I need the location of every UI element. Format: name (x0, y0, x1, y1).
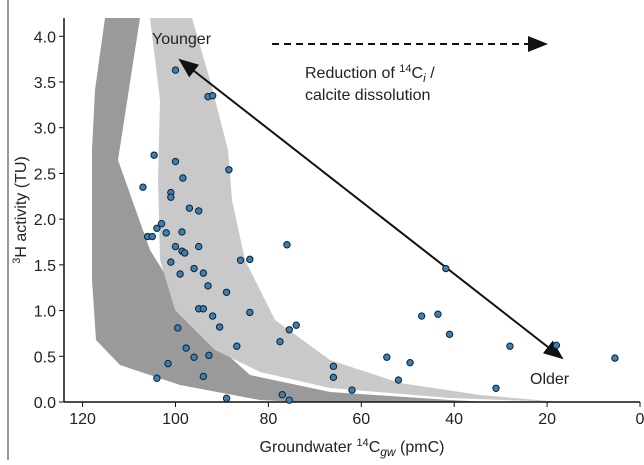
reduction-label-2: calcite dissolution (305, 87, 430, 104)
data-point (611, 354, 619, 362)
x-tick-label: 100 (162, 411, 189, 428)
x-tick-label: 40 (445, 411, 463, 428)
data-point (208, 312, 217, 320)
data-point (139, 183, 147, 191)
x-tick-label: 0 (636, 411, 644, 428)
data-point (153, 224, 161, 232)
data-point (246, 308, 254, 317)
text-part: H activity (TU) (13, 156, 30, 257)
y-tick-label: 1.5 (34, 258, 56, 275)
y-tick-label: 4.0 (34, 29, 56, 46)
data-point (199, 305, 208, 313)
data-point (285, 326, 293, 334)
data-point (182, 344, 190, 352)
data-point (171, 157, 180, 166)
data-point (204, 282, 212, 290)
y-tick-label: 1.0 (34, 304, 56, 321)
older-label: Older (530, 371, 570, 388)
data-point (199, 269, 208, 277)
data-point (181, 249, 189, 257)
data-point (167, 258, 175, 266)
text-part: C (369, 439, 381, 456)
data-point (171, 66, 180, 74)
data-point (329, 373, 338, 382)
data-point (199, 372, 208, 381)
x-tick-label: 20 (538, 411, 556, 428)
text-part: Groundwater (260, 439, 357, 456)
data-point (176, 270, 184, 278)
data-point (167, 193, 175, 201)
data-point (153, 374, 161, 382)
y-tick-label: 3.5 (34, 75, 56, 92)
data-point (205, 351, 213, 360)
data-point (442, 264, 450, 273)
x-axis-label: Groundwater 14Cgw (pmC) (260, 437, 445, 459)
data-point (434, 310, 442, 318)
data-point (150, 151, 158, 159)
reduction-label: Reduction of 14Ci / (305, 63, 435, 85)
data-point (222, 288, 231, 296)
data-point (195, 207, 203, 215)
y-axis-label: 3H activity (TU) (11, 156, 30, 263)
age-arrow (178, 58, 564, 360)
data-point (233, 342, 241, 350)
data-point (171, 242, 180, 251)
data-point (208, 92, 217, 100)
data-point (348, 386, 356, 394)
data-point (185, 204, 194, 212)
data-point (225, 166, 233, 174)
data-point (278, 390, 287, 399)
data-point (506, 342, 514, 350)
x-tick-label: 80 (259, 411, 277, 428)
data-point (552, 341, 561, 350)
data-point (179, 174, 187, 182)
text-part: 3 (11, 258, 23, 264)
text-part: 14 (356, 437, 368, 449)
text-part: / (426, 65, 435, 82)
data-point (406, 358, 414, 367)
data-point (157, 220, 166, 228)
data-point (174, 324, 182, 332)
data-point (292, 321, 300, 329)
y-tick-label: 0.0 (34, 395, 56, 412)
x-tick-label: 60 (352, 411, 370, 428)
text-part: (pmC) (396, 439, 445, 456)
younger-label: Younger (152, 31, 212, 48)
data-point (164, 359, 172, 368)
y-tick-label: 3.0 (34, 121, 56, 138)
data-point (283, 241, 291, 249)
data-point (445, 330, 454, 339)
data-point (329, 362, 338, 371)
data-point (492, 384, 500, 392)
data-point (195, 242, 203, 251)
text-part: i (423, 71, 426, 85)
y-tick-label: 2.0 (34, 212, 56, 229)
x-tick-label: 120 (69, 411, 96, 428)
data-point (246, 255, 254, 264)
data-point (417, 312, 426, 320)
data-point (190, 353, 198, 361)
text-part: C (412, 65, 424, 82)
data-point (190, 264, 198, 273)
y-tick-label: 2.5 (34, 166, 56, 183)
data-point (394, 376, 403, 384)
data-point (383, 353, 391, 361)
data-point (276, 337, 284, 346)
data-point (215, 323, 224, 331)
data-point (162, 229, 170, 237)
data-point (285, 396, 293, 404)
text-part: gw (380, 445, 397, 459)
model-band-dark (92, 18, 488, 402)
data-point (222, 394, 231, 403)
text-part: Reduction of (305, 65, 399, 82)
data-point (236, 256, 245, 264)
text-part: 14 (399, 63, 411, 75)
y-tick-label: 0.5 (34, 349, 56, 366)
data-point (148, 232, 156, 241)
data-point (178, 228, 186, 236)
